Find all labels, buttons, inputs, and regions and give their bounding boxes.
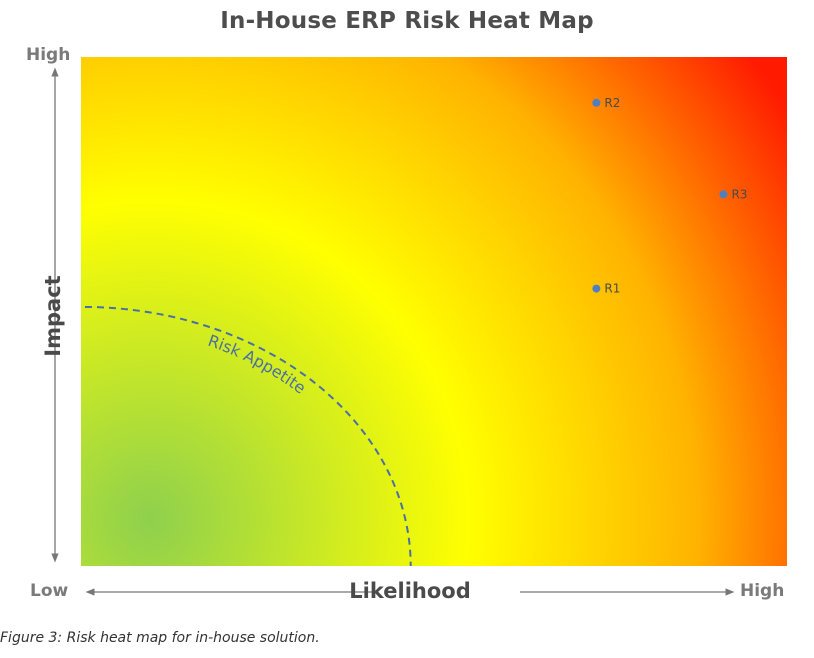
x-axis-high-label: High — [740, 581, 785, 601]
risk-point-r2 — [592, 98, 601, 107]
heat-gradient-area — [81, 57, 787, 566]
risk-point-r3 — [719, 190, 728, 199]
chart-title: In-House ERP Risk Heat Map — [220, 8, 594, 34]
risk-point-label-r3: R3 — [731, 187, 747, 201]
figure-caption: Figure 3: Risk heat map for in-house sol… — [0, 630, 320, 646]
risk-point-label-r1: R1 — [604, 282, 620, 296]
x-axis-title: Likelihood — [349, 579, 471, 603]
x-axis-low-label: Low — [30, 581, 69, 601]
y-axis-title: Impact — [41, 275, 65, 357]
y-axis-high-label: High — [26, 45, 71, 65]
risk-point-label-r2: R2 — [604, 96, 620, 110]
risk-point-r1 — [592, 284, 601, 293]
risk-appetite-arc — [84, 305, 412, 567]
